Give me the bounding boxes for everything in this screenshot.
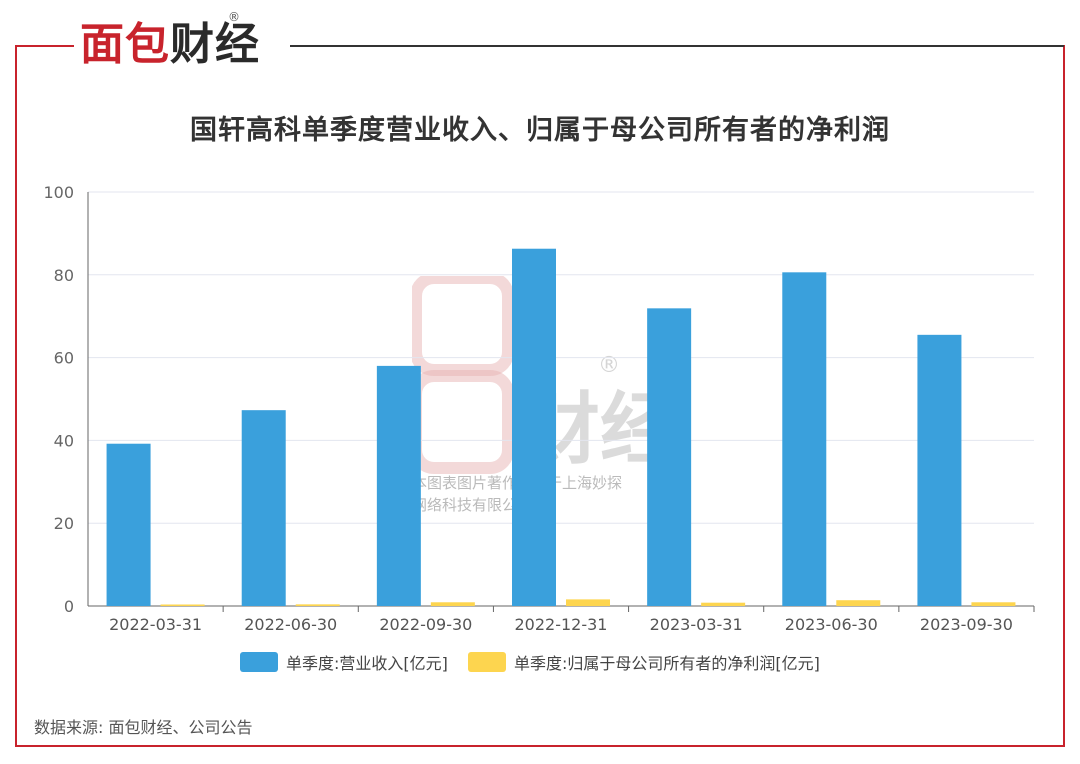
y-tick-label: 20 bbox=[54, 514, 74, 533]
x-tick-label: 2022-06-30 bbox=[244, 615, 337, 634]
data-source: 数据来源: 面包财经、公司公告 bbox=[34, 718, 253, 737]
y-tick-label: 80 bbox=[54, 266, 74, 285]
bar-revenue bbox=[241, 410, 286, 606]
bar-net-profit bbox=[836, 600, 881, 606]
bar-revenue bbox=[512, 248, 556, 606]
legend-label-net-profit: 单季度:归属于母公司所有者的净利润[亿元] bbox=[514, 654, 820, 673]
bar-revenue bbox=[782, 272, 827, 606]
bar-net-profit bbox=[701, 602, 746, 606]
legend-item-revenue[interactable]: 单季度:营业收入[亿元] bbox=[240, 650, 448, 674]
legend-item-net-profit[interactable]: 单季度:归属于母公司所有者的净利润[亿元] bbox=[468, 650, 820, 674]
bar-net-profit bbox=[160, 604, 205, 606]
bar-revenue bbox=[376, 365, 421, 606]
legend-swatch-net-profit bbox=[468, 652, 506, 672]
x-tick-label: 2022-09-30 bbox=[379, 615, 472, 634]
chart-title: 国轩高科单季度营业收入、归属于母公司所有者的净利润 bbox=[190, 115, 890, 146]
bar-net-profit bbox=[971, 602, 1016, 606]
y-tick-label: 100 bbox=[43, 183, 74, 202]
registered-mark: ® bbox=[228, 10, 240, 24]
x-tick-label: 2022-03-31 bbox=[109, 615, 202, 634]
brand-logo: 面包 财经 ® bbox=[80, 10, 260, 76]
bar-net-profit bbox=[430, 602, 475, 606]
bar-net-profit bbox=[566, 599, 610, 606]
x-tick-label: 2023-09-30 bbox=[920, 615, 1013, 634]
x-tick-label: 2023-06-30 bbox=[785, 615, 878, 634]
legend-label-revenue: 单季度:营业收入[亿元] bbox=[286, 654, 448, 673]
x-tick-label: 2022-12-31 bbox=[515, 615, 608, 634]
bar-net-profit bbox=[295, 604, 340, 606]
y-tick-label: 40 bbox=[54, 431, 74, 450]
bar-revenue bbox=[647, 308, 692, 606]
bar-revenue bbox=[917, 334, 962, 606]
y-tick-label: 0 bbox=[64, 597, 74, 616]
y-tick-label: 60 bbox=[54, 349, 74, 368]
x-tick-label: 2023-03-31 bbox=[650, 615, 743, 634]
logo-part1: 面包 bbox=[80, 19, 170, 70]
legend-swatch-revenue bbox=[240, 652, 278, 672]
bar-revenue bbox=[106, 443, 151, 606]
logo-part2: 财经 bbox=[170, 19, 260, 70]
